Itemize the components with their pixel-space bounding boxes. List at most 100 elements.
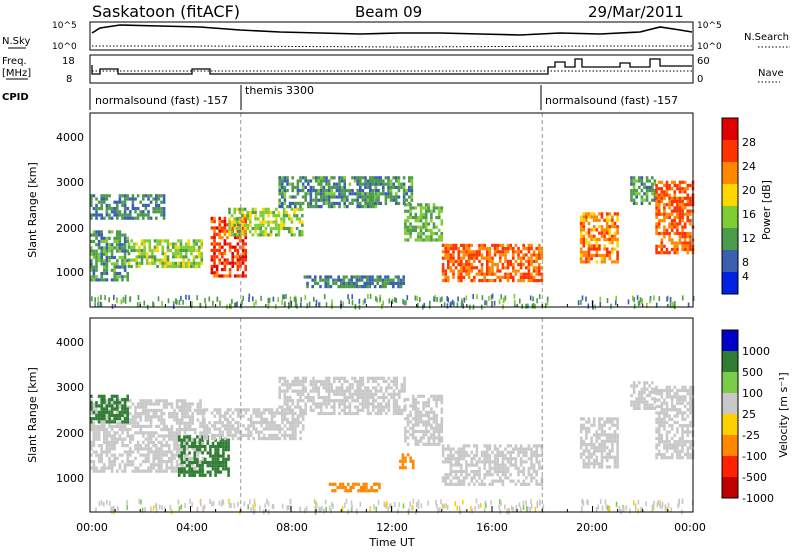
power-cells-cell-4 (298, 233, 301, 236)
velocity-cells-cell-7 (515, 483, 518, 486)
velocity-cells-cell-4 (281, 409, 284, 412)
velocity-cells-cell-7 (463, 480, 466, 483)
power-cells-cell-7 (441, 210, 444, 213)
velocity-cells-cell-4 (323, 412, 326, 415)
velocity-cells-cell-4 (403, 380, 406, 383)
velocity-cells-cell-4 (359, 402, 362, 405)
velocity-cells-cell-7 (460, 457, 463, 460)
velocity-cells-cell-0 (152, 450, 155, 453)
power-cells-cell-2 (169, 243, 172, 246)
power-cells-cell-5 (338, 179, 341, 182)
power-cells-cell-2 (201, 246, 204, 249)
power-cells-cell-8 (517, 263, 520, 266)
power-cells-cell-5 (343, 199, 346, 202)
velocity-cells-cell-7 (517, 448, 520, 451)
velocity-cells-cell-7 (442, 451, 445, 454)
power-cells-cell-8 (507, 276, 510, 279)
power-cells-cell-4 (262, 214, 265, 217)
velocity-cells-cell-3 (237, 411, 240, 414)
power-cells-cell-8 (444, 253, 447, 256)
power-cells-cell-7 (422, 238, 425, 241)
velocity-cells-cell-11 (658, 434, 661, 437)
power-cells-cell-8 (509, 276, 512, 279)
power-cells-cell-10 (588, 254, 591, 257)
power-cells-cell-2 (172, 262, 175, 265)
power-cells-cell-4 (231, 224, 234, 227)
power-cells-cell-0 (119, 266, 122, 269)
velocity-cells-cell-3 (258, 411, 261, 414)
velocity-cells-cell-7 (522, 480, 525, 483)
power-cells-cell-11 (630, 183, 633, 186)
power-cbar-tick-4: 4 (742, 270, 749, 283)
velocity-cells-cell-0 (168, 450, 171, 453)
velocity-cells-cell-0 (176, 412, 179, 415)
velocity-cells-cell-5 (435, 427, 438, 430)
velocity-cells-cell-7 (476, 448, 479, 451)
power-cells-cell-9 (402, 279, 405, 282)
velocity-cells-cell-1 (103, 417, 106, 420)
velocity-cells-cell-4 (341, 386, 344, 389)
velocity-cells-cell-0 (189, 425, 192, 428)
power-cells-cell-5 (343, 195, 346, 198)
power-cells-cell-0 (106, 237, 109, 240)
velocity-cells-ground-speckle (598, 505, 600, 510)
velocity-cells-cell-0 (124, 425, 127, 428)
velocity-cells-cell-3 (214, 437, 217, 440)
power-cells-cell-9 (387, 282, 390, 285)
velocity-cells-cell-7 (447, 476, 450, 479)
power-cells-cell-12 (679, 197, 682, 200)
power-cells-cell-5 (278, 179, 281, 182)
velocity-cells-cell-4 (325, 386, 328, 389)
power-cells-cell-7 (425, 226, 428, 229)
power-cells-cell-8 (457, 279, 460, 282)
power-cells-cell-0 (93, 256, 96, 259)
velocity-cells-cell-3 (260, 418, 263, 421)
velocity-cells-cell-3 (271, 408, 274, 411)
velocity-cells-cell-7 (450, 464, 453, 467)
power-cells-cell-0 (113, 246, 116, 249)
velocity-cells-cell-7 (473, 473, 476, 476)
velocity-cells-cell-11 (679, 389, 682, 392)
velocity-cells-cell-5 (428, 417, 431, 420)
velocity-cells-cell-0 (160, 457, 163, 460)
power-cells-cell-12 (679, 232, 682, 235)
velocity-cells-cell-3 (292, 431, 295, 434)
velocity-cells-cell-3 (219, 427, 222, 430)
velocity-cells-cell-10 (638, 404, 641, 407)
power-cells-cell-4 (278, 230, 281, 233)
velocity-cells-cell-9 (616, 427, 619, 430)
velocity-cells-cell-9 (606, 417, 609, 420)
velocity-cells-cell-9 (598, 427, 601, 430)
velocity-cells-cell-2 (214, 467, 217, 470)
velocity-cells-cell-2 (214, 464, 217, 467)
velocity-cells-cell-3 (302, 415, 305, 418)
velocity-cells-cell-0 (184, 428, 187, 431)
velocity-cells-cell-7 (491, 480, 494, 483)
power-cells-cell-12 (689, 222, 692, 225)
velocity-cells-cell-4 (380, 396, 383, 399)
power-cells-cell-8 (442, 257, 445, 260)
velocity-cells-cell-0 (106, 438, 109, 441)
velocity-cells-cell-7 (470, 470, 473, 473)
power-cells-cell-10 (606, 212, 609, 215)
power-cells-cell-2 (162, 262, 165, 265)
power-cells-cell-5 (338, 189, 341, 192)
power-cells-cell-1 (106, 210, 109, 213)
power-cells-cell-8 (470, 244, 473, 247)
velocity-cells-cell-7 (489, 448, 492, 451)
velocity-cells-cell-7 (483, 483, 486, 486)
power-cells-cell-8 (463, 266, 466, 269)
power-cells-cell-8 (447, 279, 450, 282)
power-cells-cell-0 (121, 234, 124, 237)
power-cells-cell-8 (483, 276, 486, 279)
power-cells-cell-2 (182, 265, 185, 268)
power-cells-cell-4 (265, 230, 268, 233)
velocity-cells-cell-2 (225, 461, 228, 464)
velocity-cells-cell-0 (95, 450, 98, 453)
velocity-cells-cell-4 (343, 399, 346, 402)
power-cells-cell-5 (364, 176, 367, 179)
power-cells-cell-12 (674, 248, 677, 251)
velocity-cells-cell-2 (183, 451, 186, 454)
power-cells-ground-speckle (434, 295, 436, 300)
power-cells-cell-10 (585, 254, 588, 257)
